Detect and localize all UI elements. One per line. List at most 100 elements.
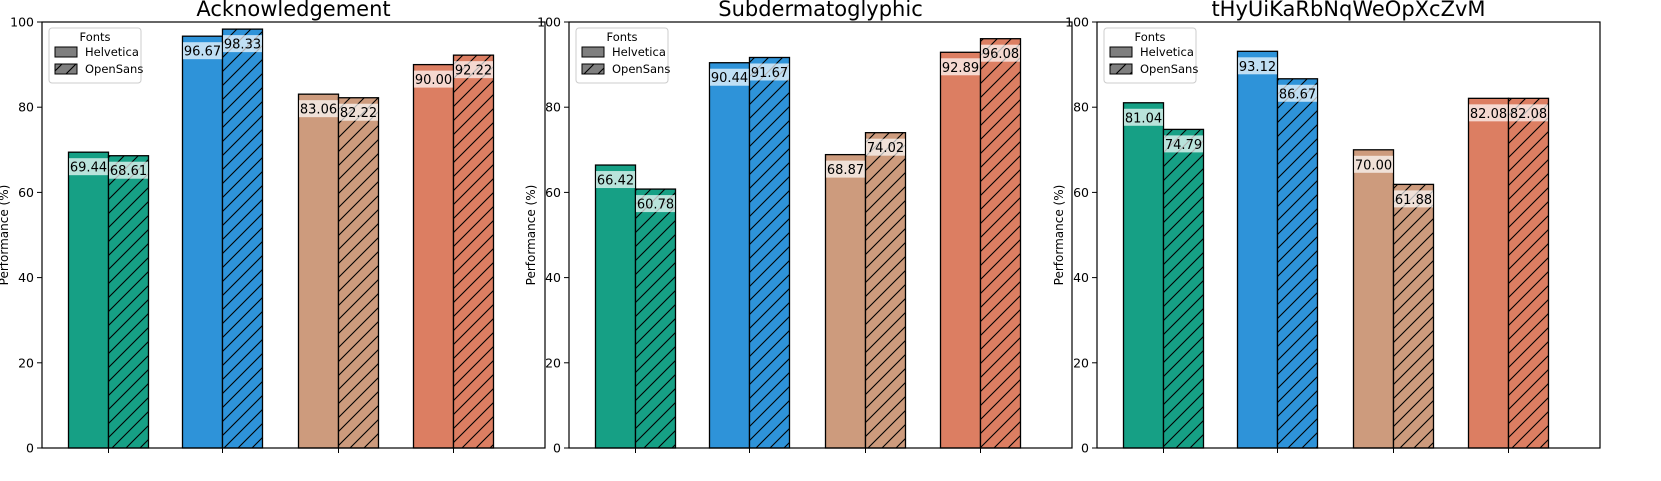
y-tick-label: 20 bbox=[18, 355, 34, 370]
value-label-box bbox=[69, 158, 108, 176]
value-label: 86.67 bbox=[1279, 87, 1316, 102]
legend-label: OpenSans bbox=[85, 62, 143, 76]
value-label-box bbox=[750, 63, 789, 81]
value-label-box bbox=[981, 44, 1020, 62]
value-label-box bbox=[1278, 84, 1317, 102]
y-tick-label: 100 bbox=[537, 15, 561, 30]
y-axis-label: Performance (%) bbox=[524, 185, 538, 286]
value-label-box bbox=[299, 100, 338, 118]
y-tick-label: 80 bbox=[545, 100, 561, 115]
legend-swatch-hatch bbox=[55, 64, 77, 74]
value-label: 82.08 bbox=[1510, 107, 1547, 122]
bar-helvetica-3 bbox=[1353, 149, 1394, 449]
legend-label: OpenSans bbox=[1140, 62, 1198, 76]
legend-swatch-outline bbox=[1109, 63, 1133, 75]
value-label: 91.67 bbox=[751, 66, 788, 81]
value-label: 69.44 bbox=[70, 161, 107, 176]
bar-helvetica-2 bbox=[1237, 51, 1278, 448]
y-tick-label: 80 bbox=[1073, 100, 1089, 115]
value-label-box bbox=[1354, 155, 1393, 173]
axes-frame bbox=[41, 21, 546, 449]
legend-title: Fonts bbox=[1134, 30, 1165, 44]
bar-hatch-2 bbox=[222, 29, 263, 449]
value-label-box bbox=[109, 161, 148, 179]
value-label-box bbox=[1394, 190, 1433, 208]
bar-helvetica-4 bbox=[940, 52, 981, 448]
axes-frame bbox=[1096, 21, 1601, 449]
bar-hatch-1 bbox=[108, 155, 149, 448]
value-label-box bbox=[414, 70, 453, 88]
y-tick-label: 0 bbox=[26, 441, 34, 456]
legend-swatch-outline bbox=[54, 46, 78, 58]
bar-hatch-3 bbox=[865, 132, 906, 448]
legend-swatch bbox=[1110, 47, 1132, 57]
bar-helvetica-4 bbox=[1468, 98, 1509, 448]
value-label: 90.44 bbox=[711, 71, 748, 86]
axes-frame bbox=[568, 21, 1073, 449]
bar-hatch-3 bbox=[338, 97, 379, 448]
bar-hatch-4 bbox=[1508, 98, 1549, 448]
value-label: 68.87 bbox=[827, 163, 864, 178]
value-label: 60.78 bbox=[637, 198, 674, 213]
legend-label: OpenSans bbox=[612, 62, 670, 76]
value-label: 98.33 bbox=[224, 38, 261, 53]
bar-hatch-3 bbox=[1393, 184, 1434, 448]
value-label: 74.02 bbox=[867, 141, 904, 156]
bar-helvetica-3 bbox=[825, 154, 866, 448]
y-tick-label: 0 bbox=[553, 441, 561, 456]
legend-swatch-hatch bbox=[1110, 64, 1132, 74]
value-label: 93.12 bbox=[1239, 60, 1276, 75]
legend-title: Fonts bbox=[79, 30, 110, 44]
value-label-box bbox=[1164, 135, 1203, 153]
value-label: 61.88 bbox=[1395, 193, 1432, 208]
legend-swatch-outline bbox=[54, 63, 78, 75]
legend-title: Fonts bbox=[606, 30, 637, 44]
bar-hatch-4 bbox=[453, 55, 494, 449]
value-label: 81.04 bbox=[1125, 111, 1162, 126]
value-label-box bbox=[710, 68, 749, 86]
y-tick-label: 80 bbox=[18, 100, 34, 115]
value-label: 70.00 bbox=[1355, 158, 1392, 173]
bar-helvetica-1 bbox=[595, 165, 636, 449]
value-label-box bbox=[183, 42, 222, 60]
chart-title: tHyUiKaRbNqWeOpXcZvM bbox=[1211, 0, 1485, 21]
value-label: 92.22 bbox=[455, 64, 492, 79]
legend-label: Helvetica bbox=[612, 45, 666, 59]
y-tick-label: 0 bbox=[1081, 441, 1089, 456]
legend-label: Helvetica bbox=[1140, 45, 1194, 59]
y-tick-label: 60 bbox=[545, 185, 561, 200]
y-tick-label: 40 bbox=[18, 270, 34, 285]
legend-swatch-hatch bbox=[582, 64, 604, 74]
value-label-box bbox=[454, 61, 493, 79]
legend-swatch bbox=[55, 47, 77, 57]
value-label-box bbox=[1124, 108, 1163, 126]
bar-hatch-2 bbox=[749, 57, 790, 448]
legend-swatch-outline bbox=[581, 63, 605, 75]
y-axis-label: Performance (%) bbox=[0, 185, 11, 286]
bar-hatch-1 bbox=[635, 189, 676, 448]
y-tick-label: 60 bbox=[18, 185, 34, 200]
legend-swatch-outline bbox=[581, 46, 605, 58]
value-label-box bbox=[1469, 104, 1508, 122]
bar-helvetica-2 bbox=[182, 36, 223, 449]
y-tick-label: 40 bbox=[1073, 270, 1089, 285]
y-tick-label: 20 bbox=[545, 355, 561, 370]
value-label: 74.79 bbox=[1165, 138, 1202, 153]
value-label-box bbox=[866, 138, 905, 156]
chart-title: Subdermatoglyphic bbox=[718, 0, 923, 21]
value-label: 83.06 bbox=[300, 103, 337, 118]
value-label: 82.08 bbox=[1470, 107, 1507, 122]
legend-swatch bbox=[582, 47, 604, 57]
value-label: 90.00 bbox=[415, 73, 452, 88]
bar-hatch-1 bbox=[1163, 129, 1204, 448]
y-axis-label: Performance (%) bbox=[1052, 185, 1066, 286]
value-label: 96.67 bbox=[184, 45, 221, 60]
value-label-box bbox=[826, 160, 865, 178]
y-tick-label: 100 bbox=[1065, 15, 1089, 30]
y-tick-label: 100 bbox=[10, 15, 34, 30]
value-label-box bbox=[596, 171, 635, 189]
value-label-box bbox=[223, 35, 262, 53]
value-label: 82.22 bbox=[340, 106, 377, 121]
bar-helvetica-2 bbox=[709, 62, 750, 449]
